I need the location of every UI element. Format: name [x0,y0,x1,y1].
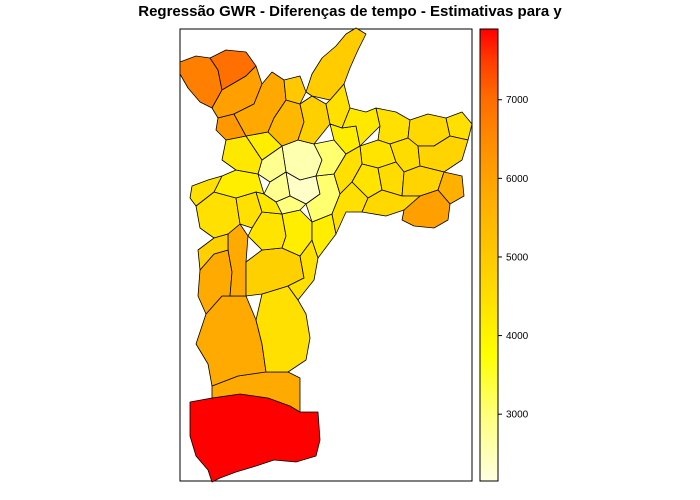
region-east-orange-2 [401,189,451,229]
region-west-2 [197,233,229,271]
region-nw-4 [215,113,247,141]
legend-tick-label: 4000 [506,331,529,342]
legend-ticks: 3000 4000 5000 6000 7000 [498,95,529,421]
region-center-light-5 [275,195,307,215]
region-cw-4 [255,191,283,215]
region-north-tip [305,27,367,101]
region-east-12 [361,189,421,217]
region-south-red [189,393,321,483]
legend-tick-label: 6000 [506,174,529,185]
legend-tick-label: 5000 [506,252,529,263]
region-west-5 [281,209,313,257]
region-nw-8 [297,95,331,145]
chart-title: Regressão GWR - Diferenças de tempo - Es… [138,3,562,20]
legend-color-bar [479,28,499,482]
legend-tick-label: 3000 [506,410,529,421]
region-east-3 [445,111,473,141]
color-legend: 3000 4000 5000 6000 7000 [479,28,529,482]
region-cw-5 [189,175,223,207]
legend-tick-label: 7000 [506,95,529,106]
map-frame [179,28,473,482]
choropleth-map [179,27,473,483]
region-east-1 [375,107,411,145]
region-south-center [255,285,311,373]
region-nw-7 [283,75,307,105]
region-west-orange-2 [227,223,249,297]
region-east-11 [331,181,369,235]
